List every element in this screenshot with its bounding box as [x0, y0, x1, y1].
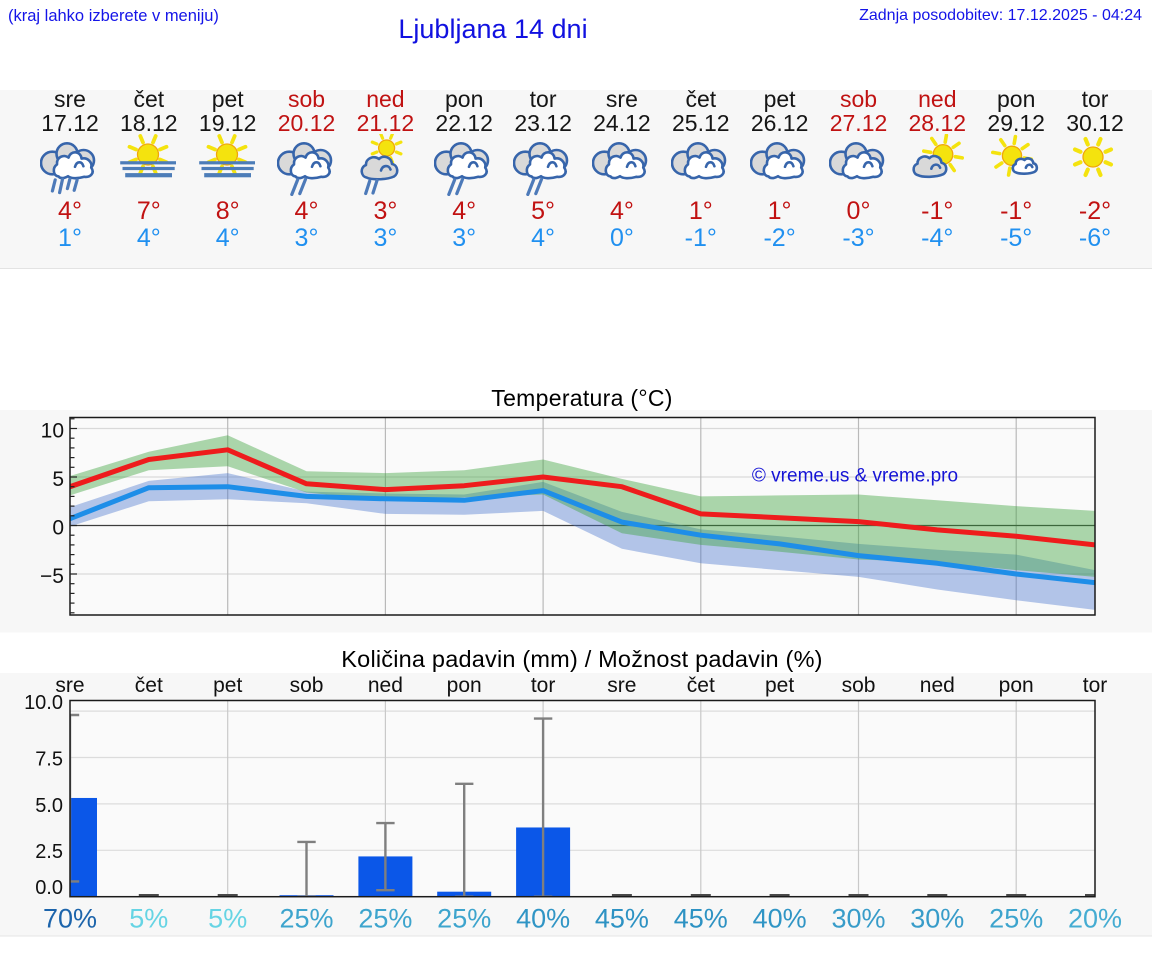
svg-text:0.0: 0.0: [35, 877, 63, 899]
svg-text:pon: pon: [999, 674, 1034, 697]
svg-text:25%: 25%: [279, 904, 333, 934]
svg-text:7.5: 7.5: [35, 748, 63, 770]
svg-text:čet: čet: [687, 674, 715, 697]
svg-text:25%: 25%: [989, 904, 1043, 934]
svg-text:40%: 40%: [516, 904, 570, 934]
svg-text:2.5: 2.5: [35, 841, 63, 863]
svg-text:20%: 20%: [1068, 904, 1122, 934]
svg-text:sre: sre: [607, 674, 636, 697]
svg-text:Količina padavin (mm) / Možnos: Količina padavin (mm) / Možnost padavin …: [341, 646, 822, 672]
svg-text:pet: pet: [765, 674, 794, 697]
svg-text:0: 0: [52, 516, 64, 539]
svg-text:30%: 30%: [831, 904, 885, 934]
svg-text:5%: 5%: [208, 904, 247, 934]
svg-text:čet: čet: [135, 674, 163, 697]
svg-text:ned: ned: [368, 674, 403, 697]
svg-text:tor: tor: [531, 674, 556, 697]
svg-text:ned: ned: [920, 674, 955, 697]
svg-text:10.0: 10.0: [24, 692, 63, 714]
svg-text:© vreme.us & vreme.pro: © vreme.us & vreme.pro: [752, 466, 958, 487]
svg-text:pet: pet: [213, 674, 242, 697]
svg-text:pon: pon: [447, 674, 482, 697]
svg-text:25%: 25%: [437, 904, 491, 934]
svg-text:5: 5: [52, 468, 64, 491]
svg-text:40%: 40%: [753, 904, 807, 934]
svg-text:25%: 25%: [358, 904, 412, 934]
svg-text:sre: sre: [55, 674, 84, 697]
svg-text:45%: 45%: [595, 904, 649, 934]
svg-text:Temperatura (°C): Temperatura (°C): [491, 385, 672, 411]
svg-text:10: 10: [41, 419, 64, 442]
svg-text:30%: 30%: [910, 904, 964, 934]
svg-text:45%: 45%: [674, 904, 728, 934]
svg-text:70%: 70%: [43, 904, 97, 934]
svg-text:sob: sob: [290, 674, 324, 697]
svg-text:−5: −5: [40, 565, 64, 588]
svg-text:sob: sob: [842, 674, 876, 697]
svg-text:tor: tor: [1083, 674, 1108, 697]
svg-text:5.0: 5.0: [35, 795, 63, 817]
svg-text:5%: 5%: [129, 904, 168, 934]
